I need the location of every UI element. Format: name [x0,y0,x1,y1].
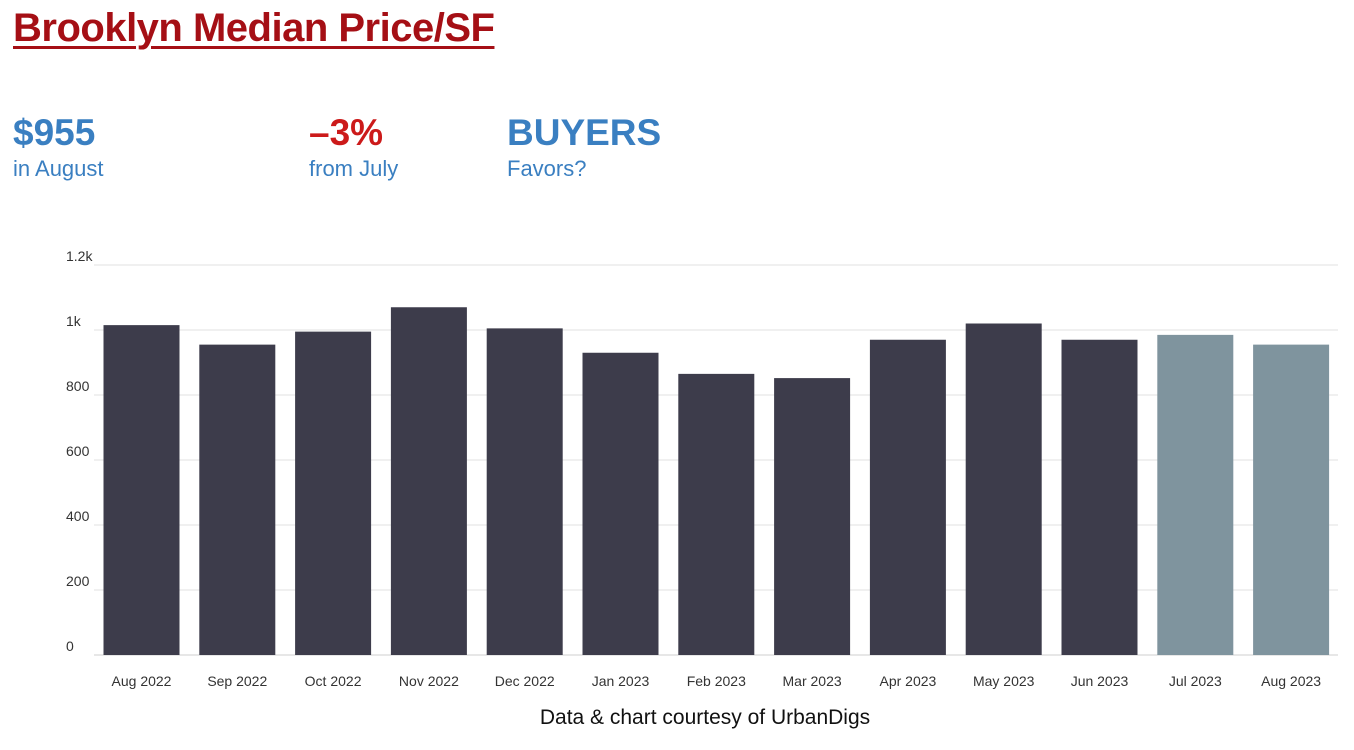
bar [774,378,851,655]
kpi-change-label: from July [309,156,399,181]
bar [582,352,659,655]
bar [1061,339,1138,655]
bar [295,331,372,655]
bar [965,323,1042,655]
y-tick-label: 1.2k [66,248,93,264]
bar [103,325,180,655]
x-tick-label: Jan 2023 [592,673,650,689]
x-tick-label: Mar 2023 [783,673,842,689]
bar [390,307,467,655]
bar [869,339,946,655]
x-tick-label: Jul 2023 [1169,673,1222,689]
bar [486,328,563,655]
x-tick-label: Sep 2022 [207,673,267,689]
bar [1253,344,1330,655]
chart-credit: Data & chart courtesy of UrbanDigs [539,706,871,729]
y-tick-label: 1k [66,313,82,329]
x-tick-label: Dec 2022 [495,673,555,689]
x-tick-label: Oct 2022 [305,673,362,689]
kpi-market-label: Favors? [507,156,587,181]
bar [199,344,276,655]
y-tick-label: 200 [66,573,90,589]
kpi-change: –3% from July [309,113,398,183]
y-tick-label: 400 [66,508,90,524]
bar [678,373,755,655]
kpi-change-value: –3% [309,112,384,153]
kpi-price-value: $955 [13,112,96,153]
y-tick-label: 0 [66,638,74,654]
kpi-market: BUYERS Favors? [507,113,661,183]
x-tick-label: Nov 2022 [399,673,459,689]
x-tick-label: Feb 2023 [687,673,746,689]
bar [1157,334,1234,655]
x-tick-label: Jun 2023 [1071,673,1129,689]
kpi-price: $955 in August [13,113,104,183]
y-tick-label: 800 [66,378,90,394]
page-title: Brooklyn Median Price/SF [13,6,495,50]
x-tick-label: Aug 2023 [1261,673,1321,689]
x-tick-label: Aug 2022 [112,673,172,689]
y-tick-label: 600 [66,443,90,459]
x-tick-label: May 2023 [973,673,1035,689]
kpi-market-value: BUYERS [507,112,662,153]
kpi-price-label: in August [13,156,104,181]
x-tick-label: Apr 2023 [879,673,936,689]
